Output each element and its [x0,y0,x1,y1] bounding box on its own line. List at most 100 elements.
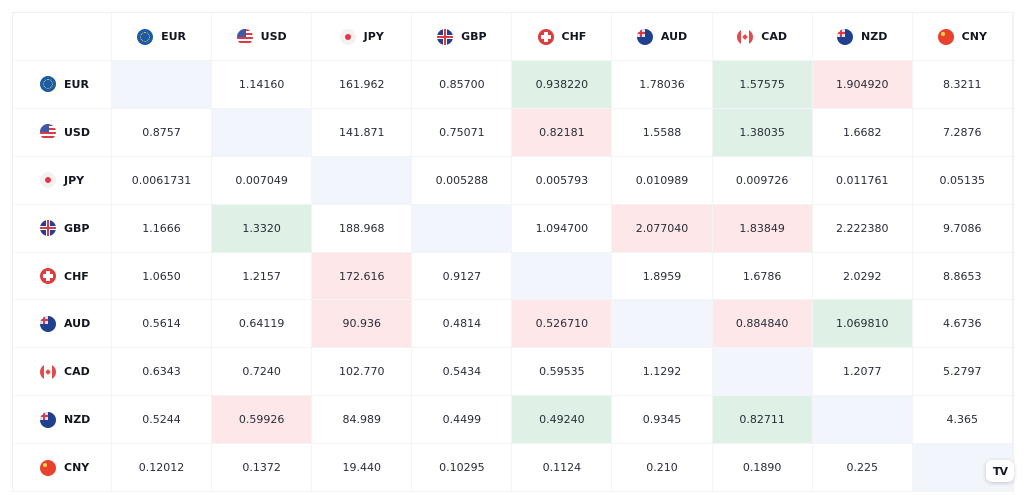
rate-cell-eur-gbp[interactable]: 0.85700 [412,61,513,109]
row-header-jpy[interactable]: JPY [13,156,112,205]
row-header-cny[interactable]: CNY [13,444,112,493]
rate-cell-nzd-chf[interactable]: 0.49240 [512,396,613,445]
rate-cell-usd-chf[interactable]: 0.82181 [512,108,613,157]
rate-cell-cad-nzd[interactable]: 1.2077 [812,348,913,397]
rate-cell-cny-chf[interactable]: 0.1124 [512,444,613,493]
rate-cell-usd-nzd[interactable]: 1.6682 [812,108,913,157]
row-header-usd[interactable]: USD [13,108,112,157]
rate-cell-usd-usd[interactable] [212,108,313,157]
rate-cell-usd-jpy[interactable]: 141.871 [312,108,413,157]
column-header-usd[interactable]: USD [212,13,313,61]
rate-cell-chf-gbp[interactable]: 0.9127 [412,252,513,301]
rate-cell-aud-eur[interactable]: 0.5614 [112,300,213,349]
column-header-gbp[interactable]: GBP [412,13,513,61]
rate-cell-nzd-cad[interactable]: 0.82711 [712,396,813,445]
rate-cell-eur-eur[interactable] [112,61,213,109]
row-header-nzd[interactable]: NZD [13,396,112,445]
rate-cell-aud-cny[interactable]: 4.6736 [912,300,1013,349]
rate-cell-aud-chf[interactable]: 0.526710 [512,300,613,349]
rate-cell-cny-aud[interactable]: 0.210 [612,444,713,493]
rate-cell-jpy-chf[interactable]: 0.005793 [512,156,613,205]
row-header-eur[interactable]: EUR [13,61,112,109]
rate-cell-jpy-cad[interactable]: 0.009726 [712,156,813,205]
rate-cell-cny-jpy[interactable]: 19.440 [312,444,413,493]
rate-cell-nzd-usd[interactable]: 0.59926 [212,396,313,445]
rate-cell-usd-gbp[interactable]: 0.75071 [412,108,513,157]
rate-cell-usd-eur[interactable]: 0.8757 [112,108,213,157]
corner-cell [13,13,112,61]
rate-cell-jpy-aud[interactable]: 0.010989 [612,156,713,205]
rate-cell-chf-eur[interactable]: 1.0650 [112,252,213,301]
column-header-jpy[interactable]: JPY [312,13,413,61]
rate-cell-gbp-eur[interactable]: 1.1666 [112,204,213,253]
column-header-nzd[interactable]: NZD [812,13,913,61]
rate-cell-cad-cad[interactable] [712,348,813,397]
rate-cell-jpy-nzd[interactable]: 0.011761 [812,156,913,205]
rate-cell-eur-nzd[interactable]: 1.904920 [812,61,913,109]
rate-cell-cad-aud[interactable]: 1.1292 [612,348,713,397]
rate-cell-eur-chf[interactable]: 0.938220 [512,61,613,109]
rate-cell-jpy-cny[interactable]: 0.05135 [912,156,1013,205]
rate-cell-gbp-nzd[interactable]: 2.222380 [812,204,913,253]
rate-cell-chf-cad[interactable]: 1.6786 [712,252,813,301]
rate-cell-eur-jpy[interactable]: 161.962 [312,61,413,109]
rate-cell-chf-chf[interactable] [512,252,613,301]
rate-cell-cad-jpy[interactable]: 102.770 [312,348,413,397]
tradingview-logo[interactable]: TV [986,460,1014,482]
rate-cell-aud-cad[interactable]: 0.884840 [712,300,813,349]
column-header-cny[interactable]: CNY [912,13,1013,61]
rate-cell-cad-eur[interactable]: 0.6343 [112,348,213,397]
rate-cell-nzd-gbp[interactable]: 0.4499 [412,396,513,445]
rate-cell-aud-jpy[interactable]: 90.936 [312,300,413,349]
rate-cell-cad-chf[interactable]: 0.59535 [512,348,613,397]
rate-cell-eur-usd[interactable]: 1.14160 [212,61,313,109]
column-header-cad[interactable]: CAD [712,13,813,61]
rate-cell-eur-cny[interactable]: 8.3211 [912,61,1013,109]
rate-cell-gbp-usd[interactable]: 1.3320 [212,204,313,253]
rate-cell-cad-gbp[interactable]: 0.5434 [412,348,513,397]
rate-cell-usd-cad[interactable]: 1.38035 [712,108,813,157]
row-header-gbp[interactable]: GBP [13,204,112,253]
rate-cell-cny-usd[interactable]: 0.1372 [212,444,313,493]
rate-cell-jpy-usd[interactable]: 0.007049 [212,156,313,205]
column-header-aud[interactable]: AUD [612,13,713,61]
column-header-eur[interactable]: EUR [112,13,213,61]
rate-cell-nzd-aud[interactable]: 0.9345 [612,396,713,445]
rate-cell-cny-eur[interactable]: 0.12012 [112,444,213,493]
rate-cell-aud-usd[interactable]: 0.64119 [212,300,313,349]
column-header-chf[interactable]: CHF [512,13,613,61]
rate-cell-jpy-eur[interactable]: 0.0061731 [112,156,213,205]
rate-cell-gbp-chf[interactable]: 1.094700 [512,204,613,253]
rate-cell-gbp-gbp[interactable] [412,204,513,253]
row-header-cad[interactable]: CAD [13,348,112,397]
rate-cell-nzd-cny[interactable]: 4.365 [912,396,1013,445]
rate-cell-chf-cny[interactable]: 8.8653 [912,252,1013,301]
row-header-chf[interactable]: CHF [13,252,112,301]
rate-cell-chf-usd[interactable]: 1.2157 [212,252,313,301]
row-header-aud[interactable]: AUD [13,300,112,349]
rate-cell-nzd-jpy[interactable]: 84.989 [312,396,413,445]
rate-cell-chf-jpy[interactable]: 172.616 [312,252,413,301]
rate-cell-nzd-nzd[interactable] [812,396,913,445]
rate-cell-gbp-cad[interactable]: 1.83849 [712,204,813,253]
rate-cell-usd-cny[interactable]: 7.2876 [912,108,1013,157]
rate-cell-aud-aud[interactable] [612,300,713,349]
rate-cell-aud-nzd[interactable]: 1.069810 [812,300,913,349]
rate-cell-cny-nzd[interactable]: 0.225 [812,444,913,493]
rate-cell-jpy-gbp[interactable]: 0.005288 [412,156,513,205]
rate-cell-gbp-aud[interactable]: 2.077040 [612,204,713,253]
rate-cell-cny-cad[interactable]: 0.1890 [712,444,813,493]
rate-cell-gbp-jpy[interactable]: 188.968 [312,204,413,253]
rate-cell-cny-gbp[interactable]: 0.10295 [412,444,513,493]
rate-cell-cad-usd[interactable]: 0.7240 [212,348,313,397]
rate-cell-eur-aud[interactable]: 1.78036 [612,61,713,109]
rate-cell-jpy-jpy[interactable] [312,156,413,205]
rate-cell-chf-aud[interactable]: 1.8959 [612,252,713,301]
rate-cell-cad-cny[interactable]: 5.2797 [912,348,1013,397]
rate-cell-gbp-cny[interactable]: 9.7086 [912,204,1013,253]
rate-cell-aud-gbp[interactable]: 0.4814 [412,300,513,349]
rate-cell-eur-cad[interactable]: 1.57575 [712,61,813,109]
rate-cell-chf-nzd[interactable]: 2.0292 [812,252,913,301]
rate-cell-nzd-eur[interactable]: 0.5244 [112,396,213,445]
rate-cell-usd-aud[interactable]: 1.5588 [612,108,713,157]
